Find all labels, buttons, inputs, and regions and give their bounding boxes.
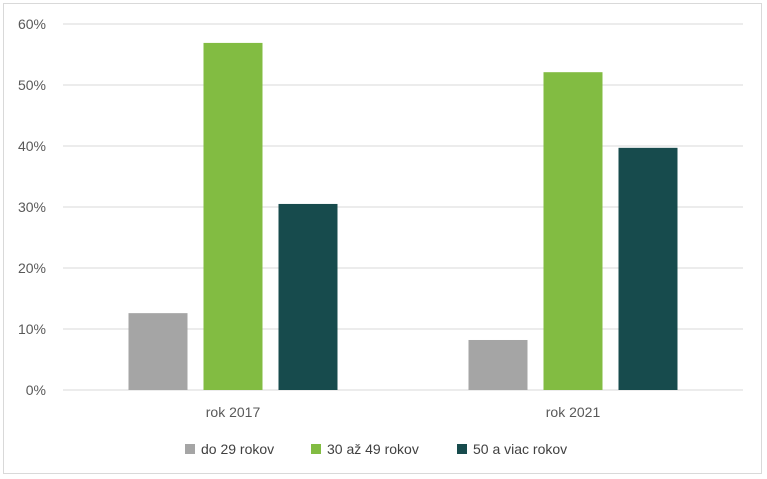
bar-30-až-49-rokov-rok-2021 <box>543 72 603 390</box>
y-axis-tick-labels: 0% 10% 20% 30% 40% 50% 60% <box>18 16 46 398</box>
y-tick-label: 0% <box>26 382 46 398</box>
y-tick-label: 40% <box>18 138 46 154</box>
y-tick-label: 60% <box>18 16 46 32</box>
x-tick-label: rok 2017 <box>206 404 261 420</box>
legend: do 29 rokov 30 až 49 rokov 50 a viac rokov <box>185 441 567 457</box>
x-axis-tick-labels: rok 2017 rok 2021 <box>206 404 601 420</box>
bar-do-29-rokov-rok-2017 <box>128 313 188 390</box>
y-tick-label: 10% <box>18 321 46 337</box>
legend-label: 50 a viac rokov <box>473 441 567 457</box>
legend-label: 30 až 49 rokov <box>327 441 419 457</box>
bar-do-29-rokov-rok-2021 <box>468 339 528 390</box>
y-tick-label: 50% <box>18 77 46 93</box>
bar-50-a-viac-rokov-rok-2017 <box>278 203 338 390</box>
x-tick-label: rok 2021 <box>546 404 601 420</box>
legend-swatch <box>311 444 321 454</box>
y-tick-label: 30% <box>18 199 46 215</box>
bar-50-a-viac-rokov-rok-2021 <box>618 147 678 390</box>
legend-label: do 29 rokov <box>201 441 274 457</box>
legend-swatch <box>457 444 467 454</box>
bars <box>128 42 678 390</box>
bar-30-až-49-rokov-rok-2017 <box>203 42 263 390</box>
legend-swatch <box>185 444 195 454</box>
y-tick-label: 20% <box>18 260 46 276</box>
